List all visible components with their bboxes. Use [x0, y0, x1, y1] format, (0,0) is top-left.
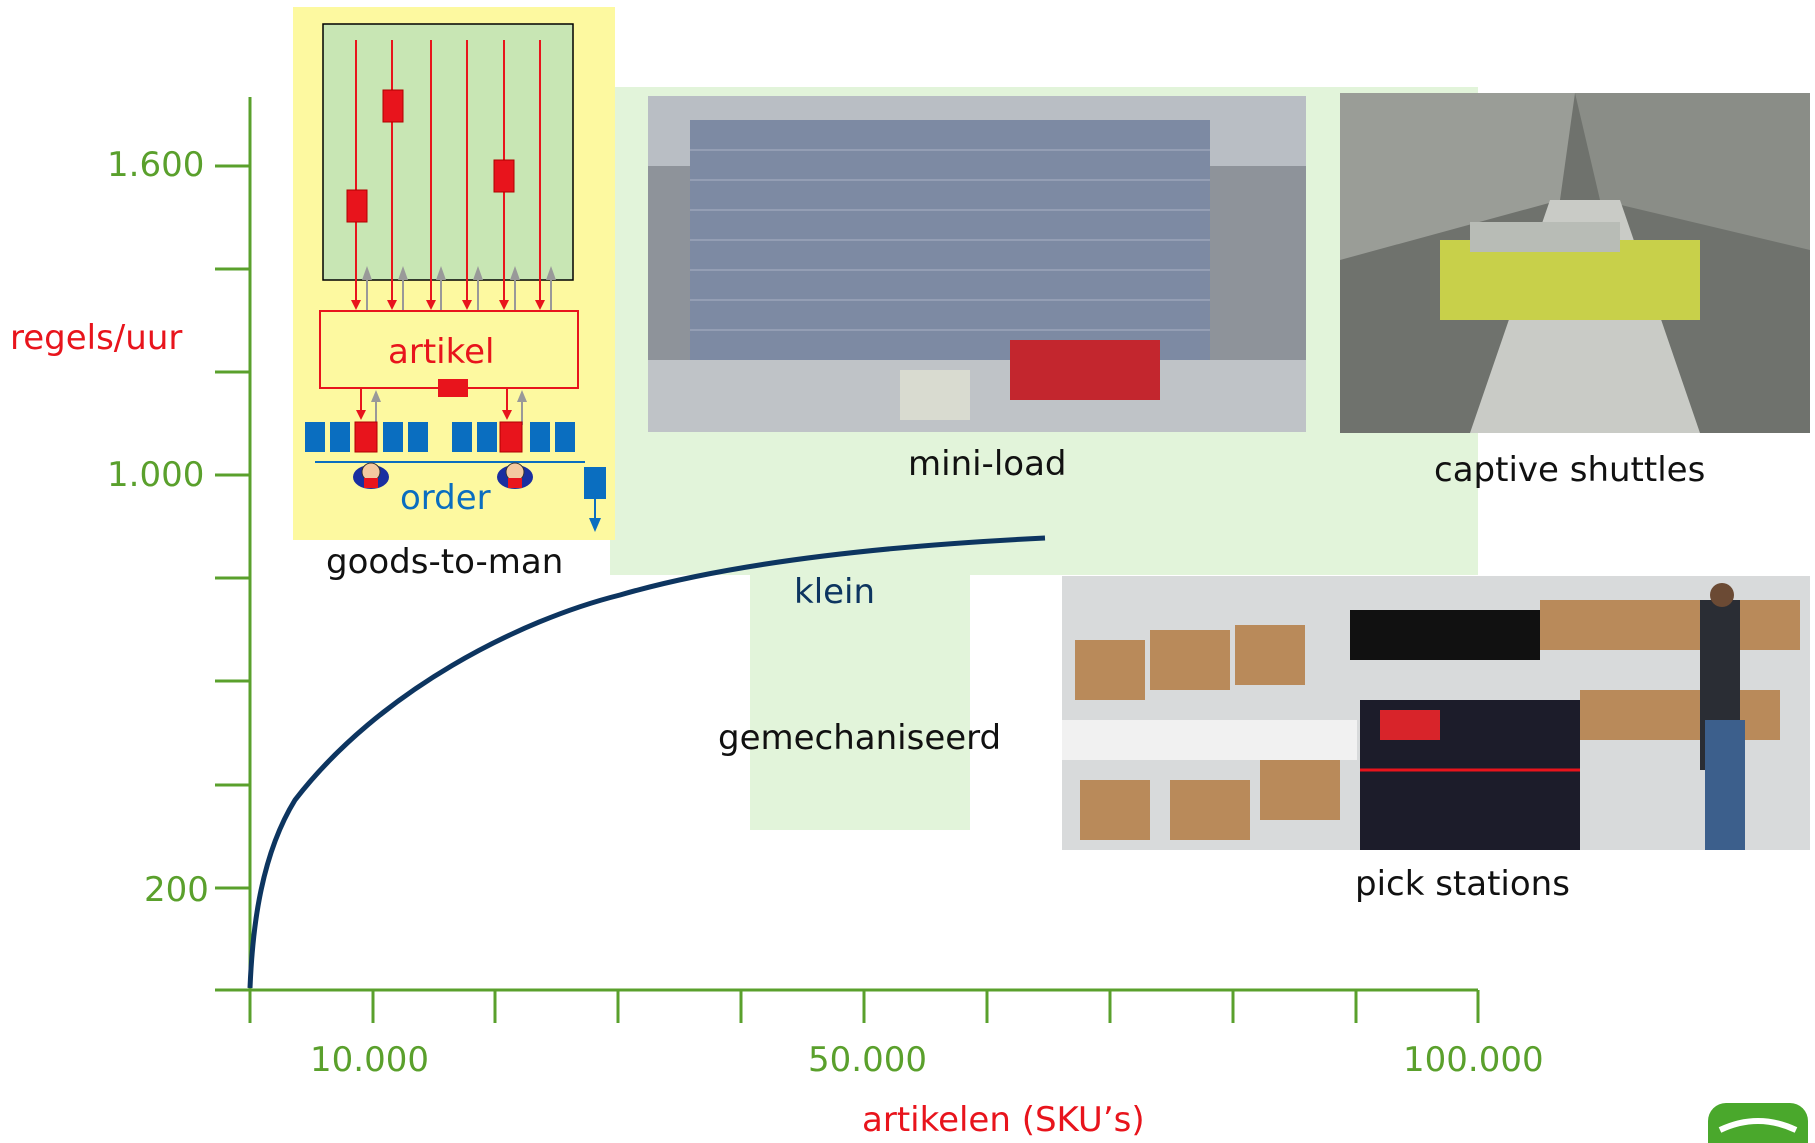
x-tick-50000: 50.000	[808, 1040, 927, 1080]
y-tick-1000: 1.000	[107, 455, 205, 495]
captive-shuttles-photo	[1340, 93, 1810, 433]
order-label: order	[400, 478, 491, 518]
y-axis-title: regels/uur	[10, 318, 183, 358]
throughput-curve	[247, 535, 1046, 989]
gemechaniseerd-label: gemechaniseerd	[718, 718, 1002, 758]
mini-load-photo	[648, 96, 1306, 432]
operator-icon	[353, 462, 389, 489]
x-tick-100000: 100.000	[1403, 1040, 1544, 1080]
goods-to-man-label: goods-to-man	[326, 542, 564, 582]
operator-icon	[497, 462, 533, 489]
klein-label: klein	[794, 572, 876, 612]
pick-stations-label: pick stations	[1355, 864, 1570, 904]
mini-load-label: mini-load	[908, 444, 1067, 484]
y-axis	[215, 97, 252, 990]
x-axis-title: artikelen (SKU’s)	[862, 1100, 1145, 1140]
logo	[1708, 1103, 1808, 1143]
artikel-box	[319, 310, 579, 389]
pick-stations-photo	[1062, 576, 1810, 850]
x-tick-10000: 10.000	[310, 1040, 429, 1080]
x-axis	[215, 988, 1480, 1023]
y-tick-200: 200	[144, 870, 209, 910]
goods-to-man-diagram	[293, 7, 615, 540]
captive-shuttles-label: captive shuttles	[1434, 450, 1706, 490]
y-tick-1600: 1.600	[107, 145, 205, 185]
artikel-label: artikel	[388, 332, 495, 372]
